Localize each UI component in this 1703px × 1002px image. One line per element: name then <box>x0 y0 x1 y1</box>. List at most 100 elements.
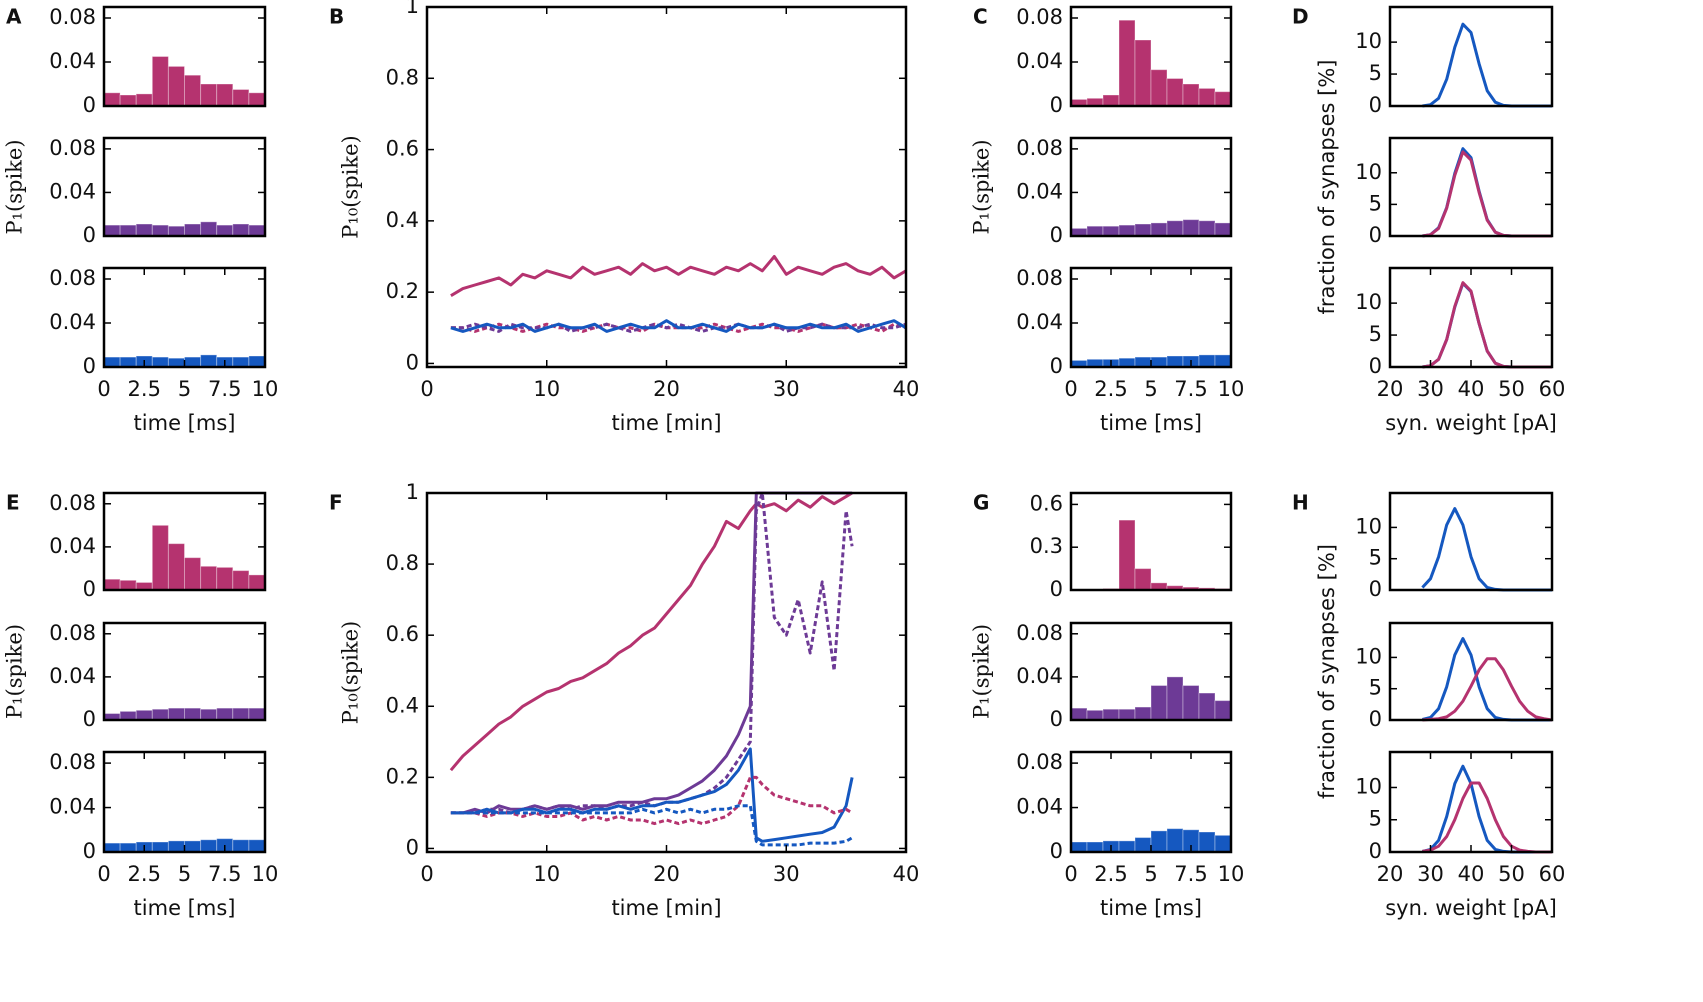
bar <box>1134 706 1152 721</box>
panel-label: H <box>1292 491 1309 515</box>
panel-label: G <box>973 491 989 515</box>
x-tick-label: 5 <box>178 862 191 886</box>
bar <box>1166 828 1184 853</box>
bar <box>103 842 121 853</box>
y-tick-label: 0.04 <box>1016 49 1063 73</box>
plot-frame <box>1069 136 1233 238</box>
bar <box>167 357 185 368</box>
bar <box>216 224 234 237</box>
y-axis-label: P₁(spike) <box>970 139 994 234</box>
y-tick-label: 0 <box>1050 839 1063 863</box>
y-tick-label: 0.2 <box>386 764 419 788</box>
bar <box>1118 708 1136 721</box>
plot-frame <box>1069 750 1233 854</box>
bar <box>151 524 169 591</box>
bar <box>135 93 153 107</box>
y-tick-label: 0.04 <box>1016 179 1063 203</box>
bar <box>1166 220 1184 237</box>
bar <box>248 707 266 721</box>
bar <box>1150 830 1168 853</box>
y-tick-label: 5 <box>1369 191 1382 215</box>
y-tick-label: 0 <box>1369 223 1382 247</box>
bar <box>151 56 169 107</box>
y-tick-label: 5 <box>1369 676 1382 700</box>
line-series <box>1422 22 1552 108</box>
x-tick-label: 7.5 <box>208 377 241 401</box>
y-axis-label: fraction of synapses [%] <box>1315 544 1339 799</box>
line-series <box>450 491 854 815</box>
y-tick-label: 0.08 <box>1016 750 1063 774</box>
line-series <box>1422 281 1552 369</box>
x-tick-label: 30 <box>1417 377 1444 401</box>
bar <box>119 842 137 853</box>
x-tick-label: 60 <box>1539 862 1566 886</box>
plot-frame <box>102 750 267 854</box>
x-axis-label: time [min] <box>611 896 721 920</box>
line-series <box>450 255 907 297</box>
x-tick-label: 5 <box>1144 862 1157 886</box>
bar <box>1118 19 1136 107</box>
x-axis-label: time [ms] <box>134 896 236 920</box>
line-series <box>1422 657 1553 722</box>
y-tick-label: 10 <box>1355 290 1382 314</box>
bar <box>1198 354 1216 368</box>
x-tick-label: 30 <box>1417 862 1444 886</box>
bar <box>1166 78 1184 107</box>
y-tick-label: 0 <box>1369 839 1382 863</box>
y-tick-label: 0 <box>1050 93 1063 117</box>
bar <box>1134 356 1152 368</box>
y-tick-label: 0.08 <box>49 750 96 774</box>
y-tick-label: 0.08 <box>1016 5 1063 29</box>
bar <box>151 708 169 721</box>
y-tick-label: 0 <box>1050 223 1063 247</box>
y-tick-label: 1 <box>406 480 419 504</box>
bar <box>1134 39 1152 107</box>
bar <box>1214 834 1232 853</box>
y-tick-label: 5 <box>1369 546 1382 570</box>
bar <box>232 89 250 107</box>
bar <box>184 557 202 591</box>
bar <box>1102 94 1120 107</box>
bar <box>167 65 185 107</box>
y-tick-label: 0 <box>1369 354 1382 378</box>
y-tick-label: 0.08 <box>49 491 96 515</box>
x-tick-label: 2.5 <box>128 862 161 886</box>
y-tick-label: 0 <box>406 835 419 859</box>
bar <box>119 224 137 237</box>
bar <box>1118 224 1136 237</box>
bar <box>119 94 137 107</box>
x-tick-label: 2.5 <box>1094 377 1127 401</box>
y-axis-label: P₁₀(spike) <box>339 135 363 238</box>
x-tick-label: 7.5 <box>208 862 241 886</box>
plot-frame <box>102 5 267 108</box>
bar <box>135 223 153 237</box>
plot-frame <box>1388 5 1554 108</box>
x-tick-label: 2.5 <box>1094 862 1127 886</box>
panel-label: F <box>329 491 343 515</box>
bar <box>248 839 266 853</box>
y-tick-label: 0.04 <box>1016 795 1063 819</box>
bar <box>1198 87 1216 107</box>
bar <box>167 543 185 591</box>
line-series <box>450 747 854 843</box>
bar <box>1198 831 1216 853</box>
bar <box>232 839 250 853</box>
plot-frame <box>1388 266 1554 369</box>
panel-label: E <box>6 491 20 515</box>
plot-frame <box>1069 5 1233 108</box>
y-tick-label: 0 <box>83 839 96 863</box>
bar <box>200 221 218 237</box>
line-series <box>450 775 853 826</box>
x-tick-label: 7.5 <box>1174 377 1207 401</box>
x-tick-label: 10 <box>252 377 279 401</box>
y-axis-label: fraction of synapses [%] <box>1315 60 1339 315</box>
y-tick-label: 0.04 <box>49 49 96 73</box>
x-tick-label: 20 <box>653 862 680 886</box>
x-tick-label: 10 <box>533 377 560 401</box>
x-tick-label: 5 <box>178 377 191 401</box>
bar <box>1150 222 1168 237</box>
y-tick-label: 0.3 <box>1030 534 1063 558</box>
y-tick-label: 0 <box>1369 93 1382 117</box>
bar <box>184 223 202 237</box>
